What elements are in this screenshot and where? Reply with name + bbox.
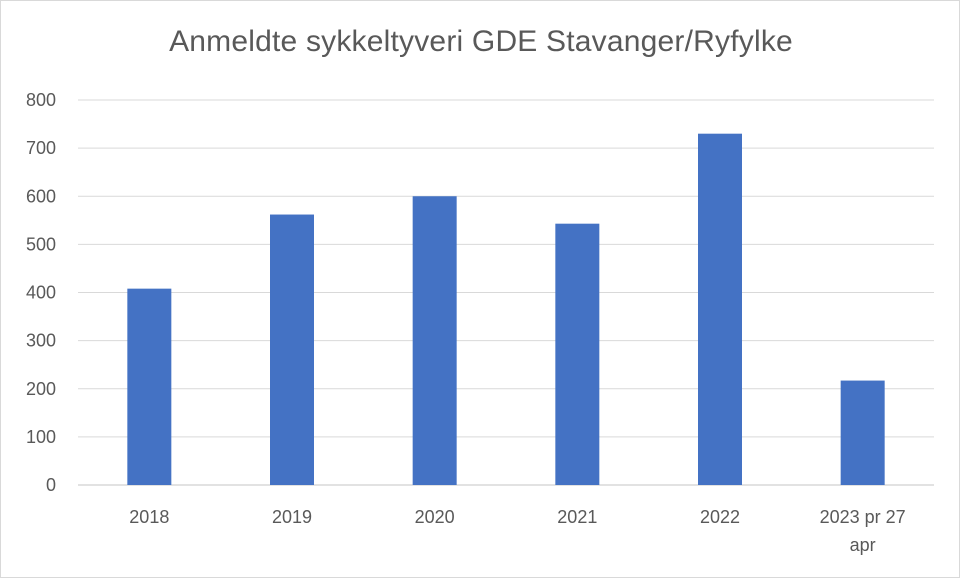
y-tick-label: 800 (26, 90, 56, 110)
x-axis-ticks: 2018 2019 2020 2021 2022 2023 pr 27 apr (129, 507, 905, 555)
x-tick-label: 2023 pr 27 apr (820, 507, 906, 555)
bar-2020 (412, 196, 457, 485)
bar-2021 (555, 223, 600, 485)
y-tick-label: 300 (26, 331, 56, 351)
chart-title: Anmeldte sykkeltyveri GDE Stavanger/Ryfy… (169, 25, 793, 58)
y-axis-ticks: 0 100 200 300 400 500 600 700 800 (26, 90, 56, 495)
x-tick-label: 2020 (415, 507, 455, 527)
y-tick-label: 400 (26, 283, 56, 303)
y-tick-label: 700 (26, 138, 56, 158)
y-tick-label: 200 (26, 379, 56, 399)
y-tick-label: 600 (26, 186, 56, 206)
bar-2019 (270, 214, 314, 485)
x-tick-label: 2019 (272, 507, 312, 527)
bar-2018 (127, 288, 172, 485)
bar-2023 (840, 380, 885, 485)
x-tick-label: 2021 (557, 507, 597, 527)
y-tick-label: 0 (46, 475, 56, 495)
bars (127, 133, 885, 485)
y-tick-label: 100 (26, 427, 56, 447)
x-tick-label: 2018 (129, 507, 169, 527)
x-tick-label: 2022 (700, 507, 740, 527)
bar-2022 (698, 133, 742, 485)
y-tick-label: 500 (26, 234, 56, 254)
gridlines (78, 99, 934, 486)
